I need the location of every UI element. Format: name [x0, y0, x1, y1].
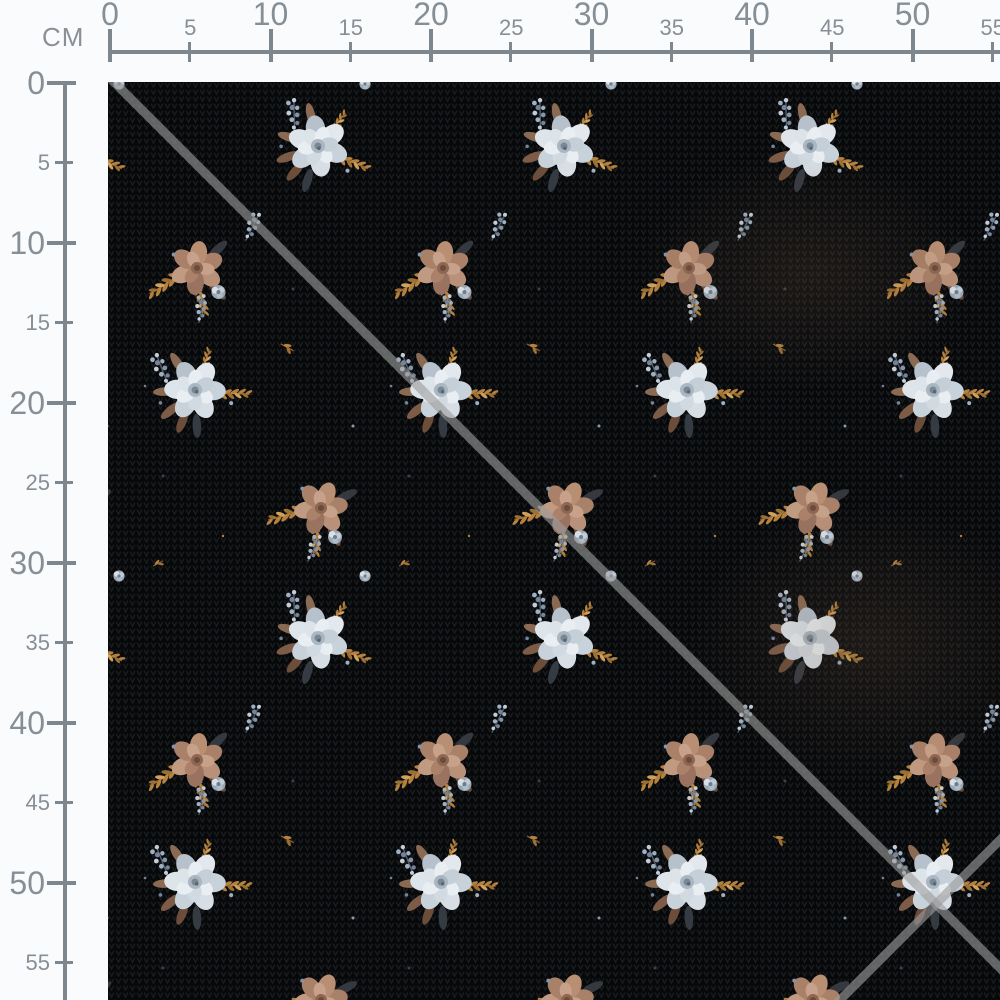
fabric-pattern-image — [108, 82, 1000, 1000]
top-ruler-tick — [348, 42, 352, 62]
left-ruler-tick — [47, 721, 76, 725]
top-ruler-tick-label: 0 — [101, 0, 119, 32]
top-ruler-tick — [589, 29, 594, 62]
left-ruler-tick-label: 45 — [25, 790, 50, 815]
top-ruler-tick-label: 5 — [184, 15, 197, 40]
left-ruler-tick — [55, 481, 73, 484]
left-ruler-tick — [55, 961, 73, 964]
left-ruler-tick-label: 30 — [9, 545, 45, 581]
top-ruler-tick — [750, 29, 754, 62]
top-ruler-tick — [990, 42, 994, 62]
left-ruler-tick-label: 0 — [27, 65, 45, 101]
ruler-unit-label: CM — [42, 22, 85, 52]
left-ruler-tick-label: 55 — [25, 950, 50, 975]
top-ruler-tick — [108, 29, 112, 62]
left-ruler-tick-label: 40 — [9, 705, 45, 741]
left-ruler-line — [63, 81, 67, 1000]
left-ruler-tick — [47, 241, 76, 245]
top-ruler-tick — [429, 29, 433, 62]
top-ruler-line — [108, 50, 1000, 54]
left-ruler-tick — [47, 81, 76, 85]
top-ruler-tick-label: 30 — [573, 0, 610, 32]
top-ruler-tick-label: 45 — [820, 15, 845, 40]
left-ruler-tick — [55, 161, 73, 164]
left-ruler-tick — [55, 801, 73, 804]
top-ruler-tick-label: 15 — [338, 15, 363, 40]
top-ruler-tick-label: 55 — [980, 15, 1000, 40]
top-ruler-tick — [188, 42, 192, 62]
top-ruler-tick-label: 25 — [499, 15, 524, 40]
top-ruler-tick-label: 40 — [734, 0, 770, 32]
left-ruler-tick-label: 15 — [25, 310, 50, 335]
fabric-swatch — [108, 82, 1000, 1000]
left-ruler-tick-label: 35 — [25, 630, 50, 655]
top-ruler-tick — [509, 42, 513, 62]
left-ruler-tick — [47, 881, 76, 885]
top-ruler-tick — [268, 29, 273, 62]
watermark-lines — [108, 82, 1000, 1000]
left-ruler-tick-label: 10 — [9, 225, 45, 261]
left-ruler-tick — [47, 561, 76, 565]
top-ruler-tick-label: 20 — [413, 0, 449, 32]
top-ruler-tick — [669, 42, 673, 62]
top-ruler-tick-label: 50 — [894, 0, 931, 32]
left-ruler-tick-label: 50 — [9, 865, 45, 901]
left-ruler-tick — [55, 641, 73, 644]
top-ruler-tick-label: 10 — [252, 0, 289, 32]
left-ruler-tick-label: 25 — [25, 470, 50, 495]
left-ruler-tick — [55, 321, 73, 324]
top-ruler-tick — [910, 29, 915, 62]
top-ruler-tick — [830, 42, 834, 62]
left-ruler-tick — [47, 401, 76, 405]
left-ruler-tick-label: 20 — [9, 385, 45, 421]
top-ruler-tick-label: 35 — [659, 15, 684, 40]
left-ruler-tick-label: 5 — [37, 150, 50, 175]
